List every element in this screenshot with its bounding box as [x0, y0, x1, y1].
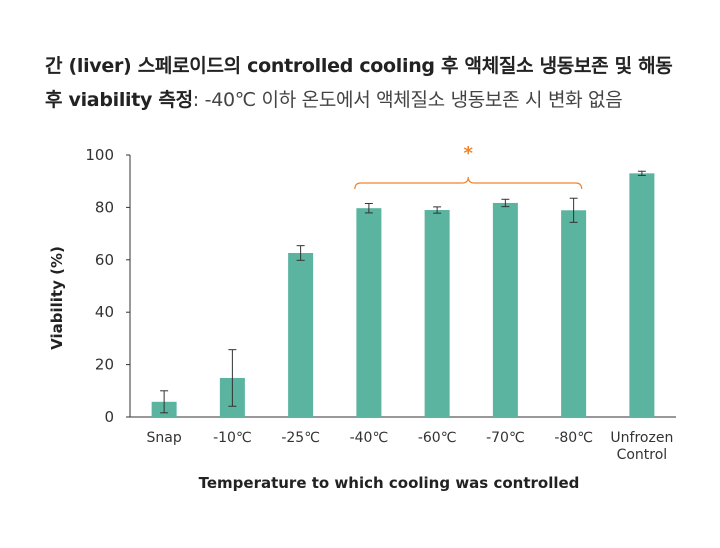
x-tick-label: -10℃: [213, 430, 252, 446]
bar: [356, 208, 382, 417]
y-tick-label: 80: [95, 198, 114, 216]
error-bars: [160, 170, 646, 414]
y-tick-label: 40: [95, 303, 114, 321]
bar: [629, 173, 655, 417]
error-bar: [364, 202, 373, 214]
x-tick-label: -25℃: [281, 430, 320, 446]
x-tick-label: -40℃: [350, 430, 389, 446]
chart-title-line2-sep: :: [192, 89, 199, 111]
bar: [288, 252, 314, 417]
y-axis: 0 20 40 60 80 100: [85, 146, 131, 426]
chart-title-line2: 후 viability 측정: -40℃ 이하 온도에서 액체질소 냉동보존 시…: [45, 85, 623, 112]
y-tick-label: 60: [95, 251, 114, 269]
chart-title-line2-rest: -40℃ 이하 온도에서 액체질소 냉동보존 시 변화 없음: [198, 89, 623, 111]
x-tick-label: Unfrozen Control: [610, 430, 673, 463]
significance-brace: [354, 176, 583, 190]
error-bar: [569, 197, 578, 223]
y-axis-title: Viability (%): [48, 246, 66, 350]
x-axis: Snap -10℃ -25℃ -40℃ -60℃ -70℃ -80℃ Unfrozen Cont…: [130, 416, 676, 463]
bar: [561, 210, 587, 417]
bar-series: [151, 173, 655, 417]
error-bar: [160, 390, 169, 414]
error-bar: [228, 349, 237, 407]
bar: [424, 210, 450, 417]
chart-title-line2-bold: 후 viability 측정: [45, 89, 193, 111]
x-tick-label: -60℃: [418, 430, 457, 446]
bar: [492, 202, 518, 417]
error-bar: [433, 206, 442, 214]
y-tick-label: 20: [95, 356, 114, 374]
error-bar: [501, 198, 510, 208]
y-tick-label: 0: [104, 408, 114, 426]
error-bar: [296, 245, 305, 261]
x-tick-label: -80℃: [554, 430, 593, 446]
x-tick-label: Snap: [147, 430, 182, 446]
significance-bracket: *: [354, 143, 583, 190]
significance-label: *: [464, 143, 474, 164]
x-axis-title: Temperature to which cooling was control…: [199, 474, 580, 492]
x-tick-label: -70℃: [486, 430, 525, 446]
error-bar: [637, 170, 646, 176]
y-tick-label: 100: [85, 146, 114, 164]
chart-title-line1: 간 (liver) 스페로이드의 controlled cooling 후 액체…: [45, 55, 673, 77]
